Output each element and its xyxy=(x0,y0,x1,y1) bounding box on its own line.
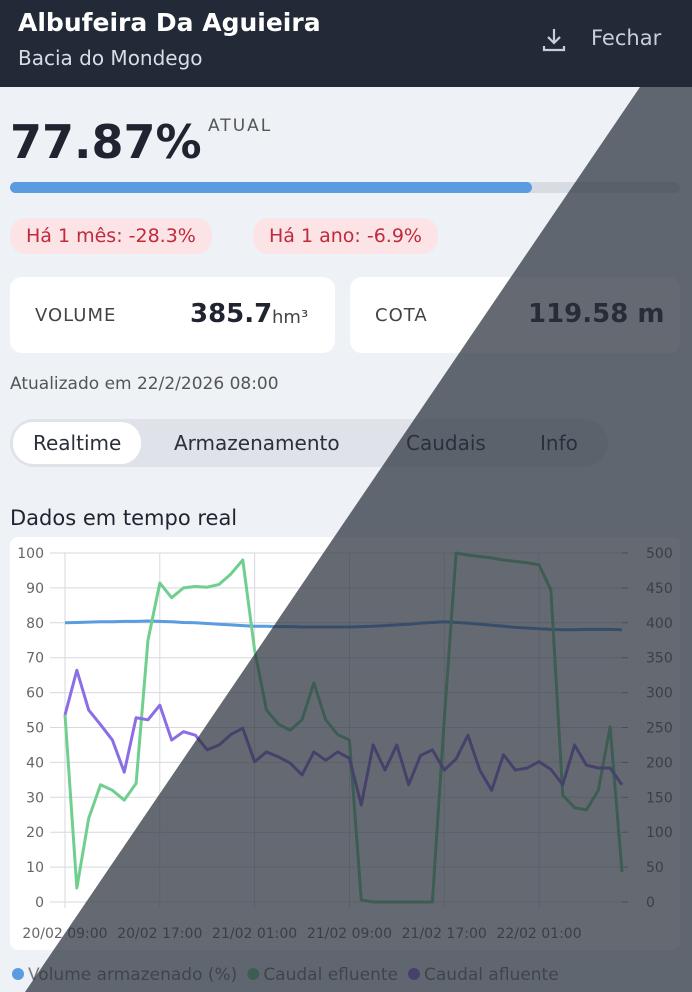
y2-tick-label: 300 xyxy=(646,686,673,702)
y-tick-label: 20 xyxy=(26,825,44,841)
title: Albufeira Da Aguieira xyxy=(18,8,321,37)
y-tick-label: 30 xyxy=(26,790,44,806)
legend-marker xyxy=(12,968,24,980)
legend-label: Caudal afluente xyxy=(424,965,559,985)
header: Albufeira Da Aguieira Bacia do Mondego F… xyxy=(0,0,692,87)
x-tick-label: 22/02 01:00 xyxy=(496,926,581,942)
y-tick-label: 100 xyxy=(17,546,44,562)
y-tick-label: 80 xyxy=(26,616,44,632)
y2-tick-label: 450 xyxy=(646,581,673,597)
y-tick-label: 90 xyxy=(26,581,44,597)
x-tick-label: 20/02 09:00 xyxy=(22,926,107,942)
y2-tick-label: 100 xyxy=(646,825,673,841)
y2-tick-label: 50 xyxy=(646,860,664,876)
y2-tick-label: 400 xyxy=(646,616,673,632)
y-tick-label: 10 xyxy=(26,860,44,876)
x-tick-label: 21/02 17:00 xyxy=(402,926,487,942)
y-tick-label: 60 xyxy=(26,686,44,702)
y-tick-label: 70 xyxy=(26,651,44,667)
chart-bg xyxy=(10,537,680,950)
y2-tick-label: 250 xyxy=(646,721,673,737)
y-tick-label: 0 xyxy=(35,895,44,911)
download-icon[interactable] xyxy=(540,26,568,54)
legend-label: Volume armazenado (%) xyxy=(28,965,237,985)
legend-label: Caudal efluente xyxy=(263,965,398,985)
legend-marker xyxy=(247,968,260,980)
x-tick-label: 20/02 17:00 xyxy=(117,926,202,942)
y2-tick-label: 350 xyxy=(646,651,673,667)
y2-tick-label: 150 xyxy=(646,790,673,806)
x-tick-label: 21/02 01:00 xyxy=(212,926,297,942)
legend-marker xyxy=(408,968,421,980)
y2-tick-label: 500 xyxy=(646,546,673,562)
y2-tick-label: 200 xyxy=(646,755,673,771)
subtitle: Bacia do Mondego xyxy=(18,46,203,70)
y-tick-label: 40 xyxy=(26,755,44,771)
y-tick-label: 50 xyxy=(26,721,44,737)
y2-tick-label: 0 xyxy=(646,895,655,911)
x-tick-label: 21/02 09:00 xyxy=(307,926,392,942)
close-button[interactable]: Fechar xyxy=(591,26,662,50)
